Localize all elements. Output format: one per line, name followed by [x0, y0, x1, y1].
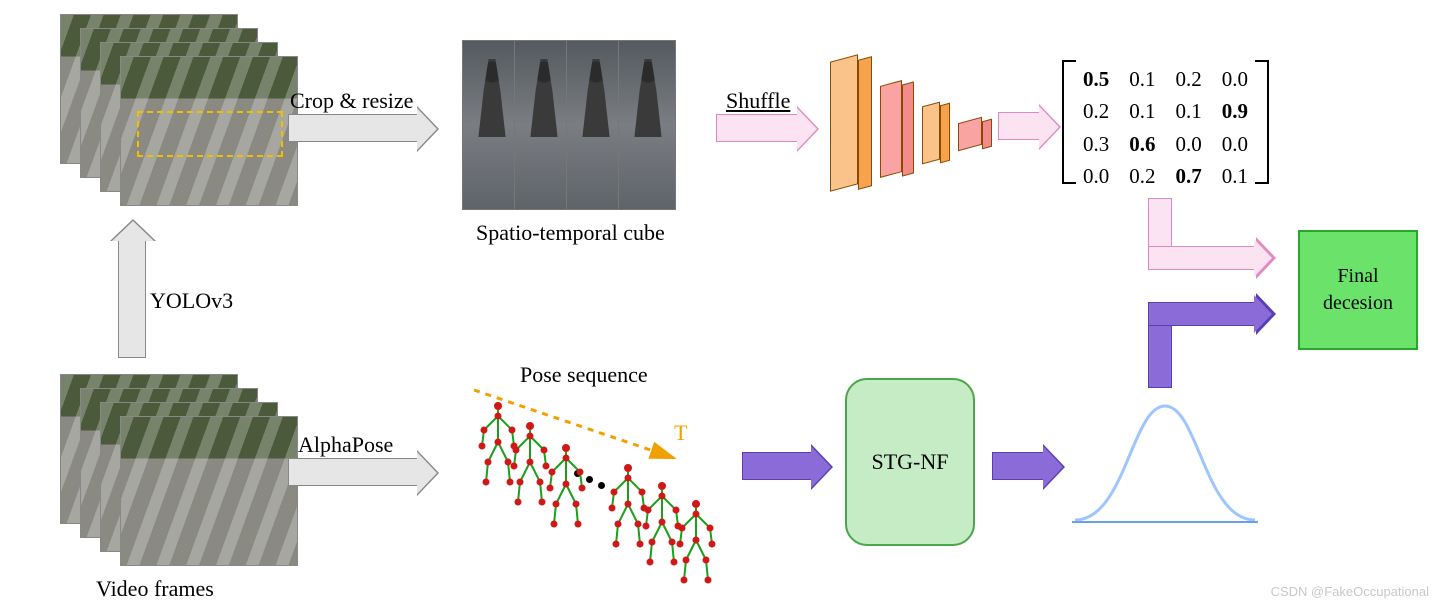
- arrow-crop-resize: [288, 114, 418, 142]
- time-axis-label: T: [674, 420, 687, 446]
- gaussian-icon: [1070, 398, 1260, 528]
- arrow-alphapose: [288, 458, 418, 486]
- pose-skeleton: [676, 498, 716, 584]
- final-decision-block: Final decesion: [1298, 230, 1418, 350]
- crop-resize-label: Crop & resize: [290, 88, 413, 114]
- permutation-matrix: 0.50.10.20.00.20.10.10.90.30.60.00.00.00…: [1072, 62, 1259, 194]
- pose-skeleton: [546, 442, 586, 528]
- alphapose-label: AlphaPose: [298, 432, 393, 458]
- st-cube-label: Spatio-temporal cube: [476, 220, 665, 246]
- pose-sequence-label: Pose sequence: [520, 362, 648, 388]
- stg-nf-block: STG-NF: [845, 378, 975, 546]
- arrow-to-gaussian: [992, 452, 1044, 480]
- yolov3-label: YOLOv3: [150, 288, 233, 314]
- cnn-3d-icon: [830, 48, 1000, 198]
- arrow-to-matrix: [998, 112, 1040, 140]
- shuffle-label: Shuffle: [726, 88, 790, 114]
- arrow-yolov3: [118, 240, 146, 358]
- video-frames-label: Video frames: [96, 576, 214, 602]
- arrow-shuffle: [716, 114, 798, 142]
- final-decision-label: Final decesion: [1323, 263, 1393, 317]
- detection-bbox: [137, 111, 283, 157]
- arrow-to-stgnf: [742, 452, 812, 480]
- pose-skeleton: [510, 420, 550, 506]
- watermark: CSDN @FakeOccupational: [1271, 584, 1429, 599]
- stg-nf-label: STG-NF: [871, 449, 948, 475]
